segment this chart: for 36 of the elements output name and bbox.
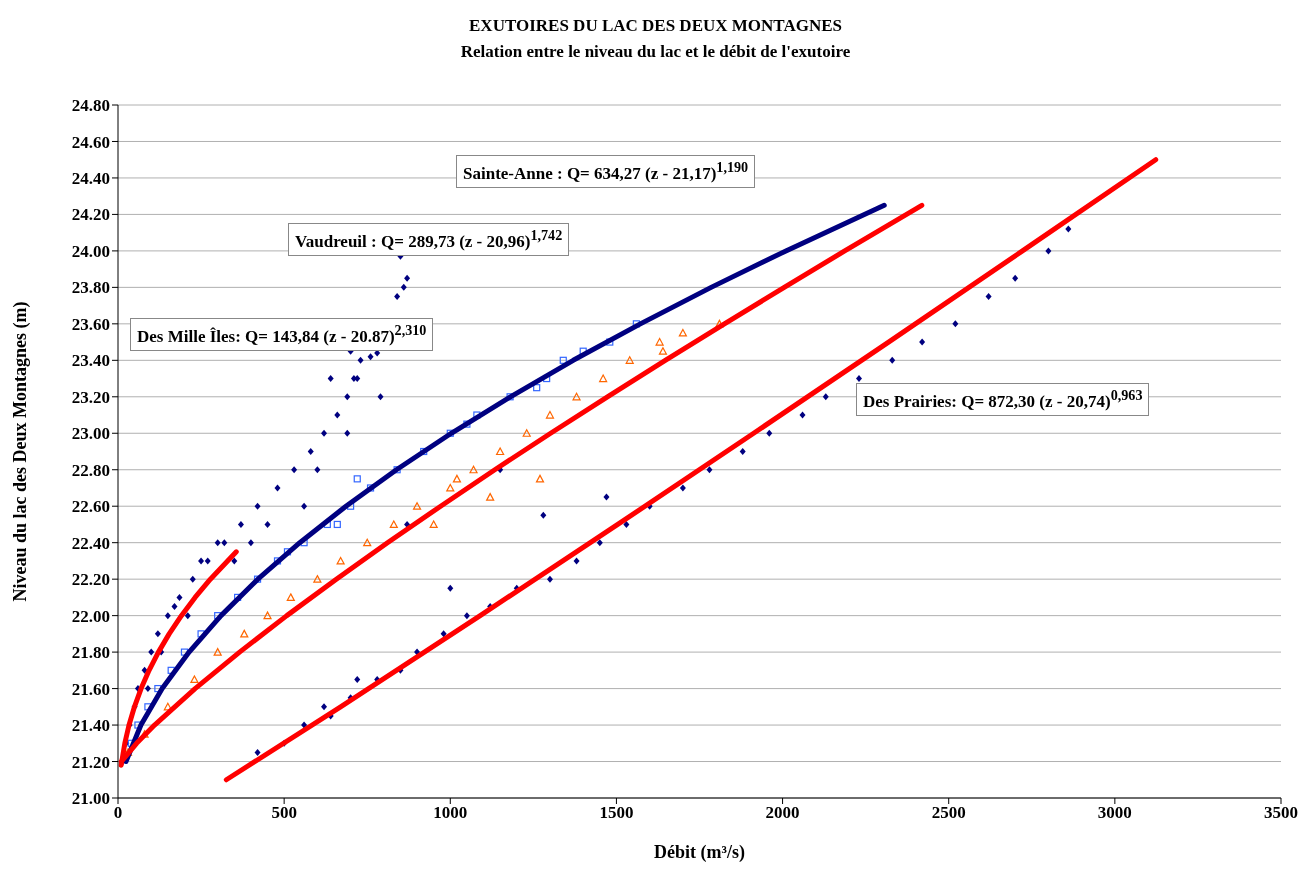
- x-tick-label: 1000: [433, 803, 468, 823]
- x-tick-label: 500: [271, 803, 297, 823]
- y-tick-label: 21.20: [71, 752, 110, 772]
- x-tick-label: 3000: [1097, 803, 1132, 823]
- y-tick-label: 23.40: [71, 351, 110, 371]
- y-axis-title: Niveau du lac des Deux Montagnes (m): [10, 301, 32, 602]
- chart-title: EXUTOIRES DU LAC DES DEUX MONTAGNES: [468, 16, 843, 36]
- y-tick-label: 24.80: [71, 96, 110, 116]
- annotation: Vaudreuil : Q= 289,73 (z - 20,96)$^{1,742}$: [288, 223, 570, 256]
- y-tick-label: 21.40: [71, 716, 110, 736]
- x-tick-label: 2500: [931, 803, 966, 823]
- y-tick-label: 23.20: [71, 387, 110, 407]
- x-tick-label: 1500: [599, 803, 634, 823]
- y-tick-label: 22.60: [71, 497, 110, 517]
- y-tick-label: 24.20: [71, 205, 110, 225]
- y-tick-label: 24.60: [71, 132, 110, 152]
- y-tick-label: 22.40: [71, 533, 110, 553]
- y-tick-label: 24.00: [71, 241, 110, 261]
- y-tick-label: 22.00: [71, 606, 110, 626]
- x-tick-label: 0: [113, 803, 123, 823]
- y-tick-label: 23.00: [71, 424, 110, 444]
- annotation: Sainte-Anne : Q= 634,27 (z - 21,17)$^{1,190}$: [456, 155, 756, 188]
- x-axis-title: Débit (m³/s): [654, 842, 745, 863]
- y-tick-label: 21.60: [71, 679, 110, 699]
- y-tick-label: 24.40: [71, 168, 110, 188]
- annotation: Des Prairies: Q= 872,30 (z - 20,74)$^{0,963}$: [856, 383, 1150, 416]
- y-tick-label: 23.60: [71, 314, 110, 334]
- y-tick-label: 22.80: [71, 460, 110, 480]
- y-tick-label: 21.00: [71, 789, 110, 809]
- x-tick-label: 3500: [1264, 803, 1298, 823]
- y-tick-label: 22.20: [71, 570, 110, 590]
- y-tick-label: 23.80: [71, 278, 110, 298]
- annotation: Des Mille Îles: Q= 143,84 (z - 20.87)$^{2,310}$: [130, 318, 434, 351]
- chart-subtitle: Relation entre le niveau du lac et le débit de l'exutoire: [459, 42, 852, 62]
- x-tick-label: 2000: [765, 803, 800, 823]
- y-tick-label: 21.80: [71, 643, 110, 663]
